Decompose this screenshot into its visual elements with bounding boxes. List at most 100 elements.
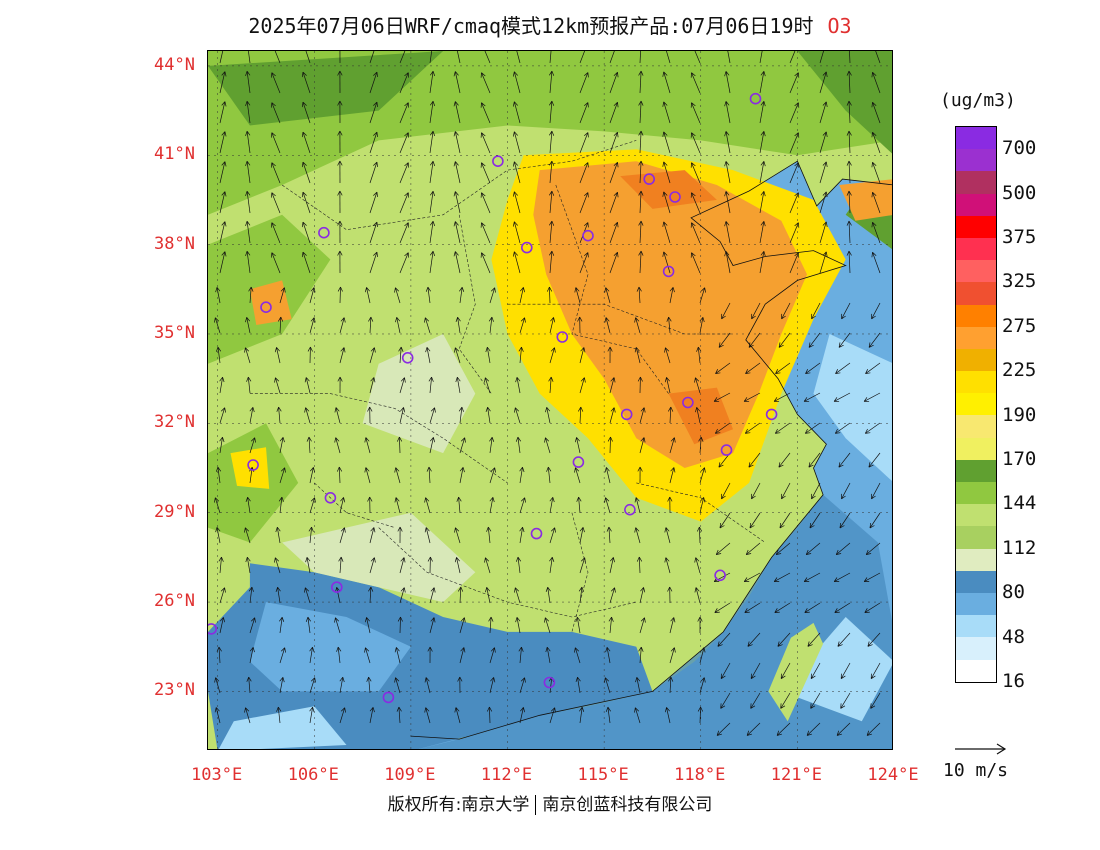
- wind-vector: [840, 662, 851, 679]
- wind-vector: [369, 586, 372, 604]
- wind-vector-head: [780, 703, 786, 709]
- wind-vector: [395, 287, 401, 304]
- legend-label: 80: [1002, 581, 1025, 604]
- wind-vector: [246, 317, 251, 334]
- wind-vector-head: [866, 730, 872, 736]
- wind-vector: [216, 287, 221, 304]
- wind-vector: [694, 51, 701, 64]
- wind-vector: [835, 362, 851, 374]
- wind-vector: [395, 467, 401, 484]
- wind-vector-head: [577, 316, 583, 322]
- wind-vector: [454, 347, 461, 364]
- wind-vector-head: [279, 616, 285, 623]
- wind-vector-head: [370, 347, 376, 353]
- wind-vector-head: [834, 608, 840, 613]
- wind-vector-head: [337, 100, 343, 106]
- wind-vector: [576, 437, 581, 454]
- wind-vector: [574, 647, 581, 664]
- wind-vector: [789, 252, 799, 274]
- wind-vector: [811, 482, 821, 500]
- wind-vector-head: [368, 586, 374, 592]
- wind-vector-head: [750, 703, 756, 709]
- legend-label: 325: [1002, 270, 1037, 293]
- wind-vector-head: [545, 586, 551, 593]
- wind-vector: [309, 647, 313, 664]
- wind-vector-head: [690, 102, 696, 108]
- wind-vector: [803, 392, 821, 402]
- wind-vector: [819, 51, 824, 64]
- wind-vector: [247, 497, 251, 514]
- legend-swatch: [956, 415, 996, 438]
- wind-vector: [395, 647, 401, 664]
- wind-vector: [249, 587, 253, 604]
- wind-vector: [848, 250, 851, 274]
- wind-vector-head: [636, 286, 642, 292]
- wind-vector: [247, 377, 251, 394]
- wind-vector: [549, 376, 552, 394]
- wind-vector: [777, 632, 791, 647]
- wind-vector-head: [608, 616, 614, 622]
- wind-vector-head: [805, 549, 812, 555]
- wind-vector-head: [429, 160, 436, 167]
- wind-vector: [369, 71, 378, 94]
- wind-vector-head: [480, 72, 486, 78]
- wind-vector-head: [459, 467, 465, 473]
- wind-vector: [305, 377, 311, 394]
- wind-vector-head: [613, 192, 619, 198]
- wind-vector-head: [334, 437, 340, 443]
- wind-vector-head: [548, 376, 554, 382]
- wind-vector: [545, 437, 551, 454]
- wind-vector: [248, 51, 251, 64]
- wind-vector: [609, 102, 618, 124]
- wind-vector-head: [337, 220, 343, 226]
- wind-vector: [459, 647, 465, 664]
- wind-vector: [639, 250, 642, 274]
- wind-vector-head: [519, 287, 526, 293]
- wind-vector-head: [846, 220, 852, 226]
- wind-vector: [605, 467, 611, 484]
- wind-vector-head: [310, 497, 316, 503]
- legend-swatch: [956, 637, 996, 660]
- wind-vector-head: [250, 617, 256, 623]
- wind-vector: [516, 51, 521, 64]
- wind-vector: [579, 102, 589, 124]
- wind-vector-head: [245, 100, 251, 107]
- wind-vector-head: [221, 101, 227, 107]
- map-title: 2025年07月06日WRF/cmaq模式12km预报产品:07月06日19时 O…: [0, 10, 1100, 39]
- wind-vector: [399, 252, 409, 274]
- wind-vector: [699, 526, 701, 544]
- wind-vector-head: [822, 101, 828, 107]
- legend-label: 225: [1002, 359, 1037, 382]
- wind-vector: [819, 191, 827, 214]
- wind-vector-head: [244, 347, 250, 353]
- wind-vector: [609, 222, 618, 244]
- wind-vector-head: [871, 102, 877, 108]
- low-ozone-light: [218, 706, 347, 749]
- wind-vector-head: [512, 101, 518, 107]
- wind-vector-head: [839, 522, 845, 529]
- wind-vector: [635, 497, 641, 514]
- wind-vector-head: [583, 192, 589, 198]
- wind-vector: [399, 346, 402, 364]
- wind-vector-head: [337, 376, 343, 382]
- wind-vector-head: [304, 407, 310, 413]
- wind-vector-head: [577, 406, 584, 412]
- wind-vector-head: [215, 346, 222, 352]
- wind-vector: [759, 251, 765, 274]
- city-station-marker: [530, 527, 543, 540]
- wind-vector-head: [775, 369, 781, 375]
- wind-vector: [695, 557, 701, 574]
- wind-vector: [513, 131, 521, 154]
- wind-vector: [609, 192, 618, 214]
- wind-vector-head: [429, 100, 436, 107]
- wind-vector-head: [717, 641, 723, 647]
- wind-vector: [691, 222, 701, 244]
- wind-vector: [306, 557, 311, 574]
- wind-vector: [549, 191, 553, 214]
- wind-vector: [866, 722, 881, 736]
- wind-vector: [745, 542, 761, 555]
- wind-vector: [875, 51, 881, 64]
- wind-vector-head: [613, 72, 619, 78]
- wind-vector-head: [750, 673, 756, 679]
- wind-vector-head: [744, 428, 751, 434]
